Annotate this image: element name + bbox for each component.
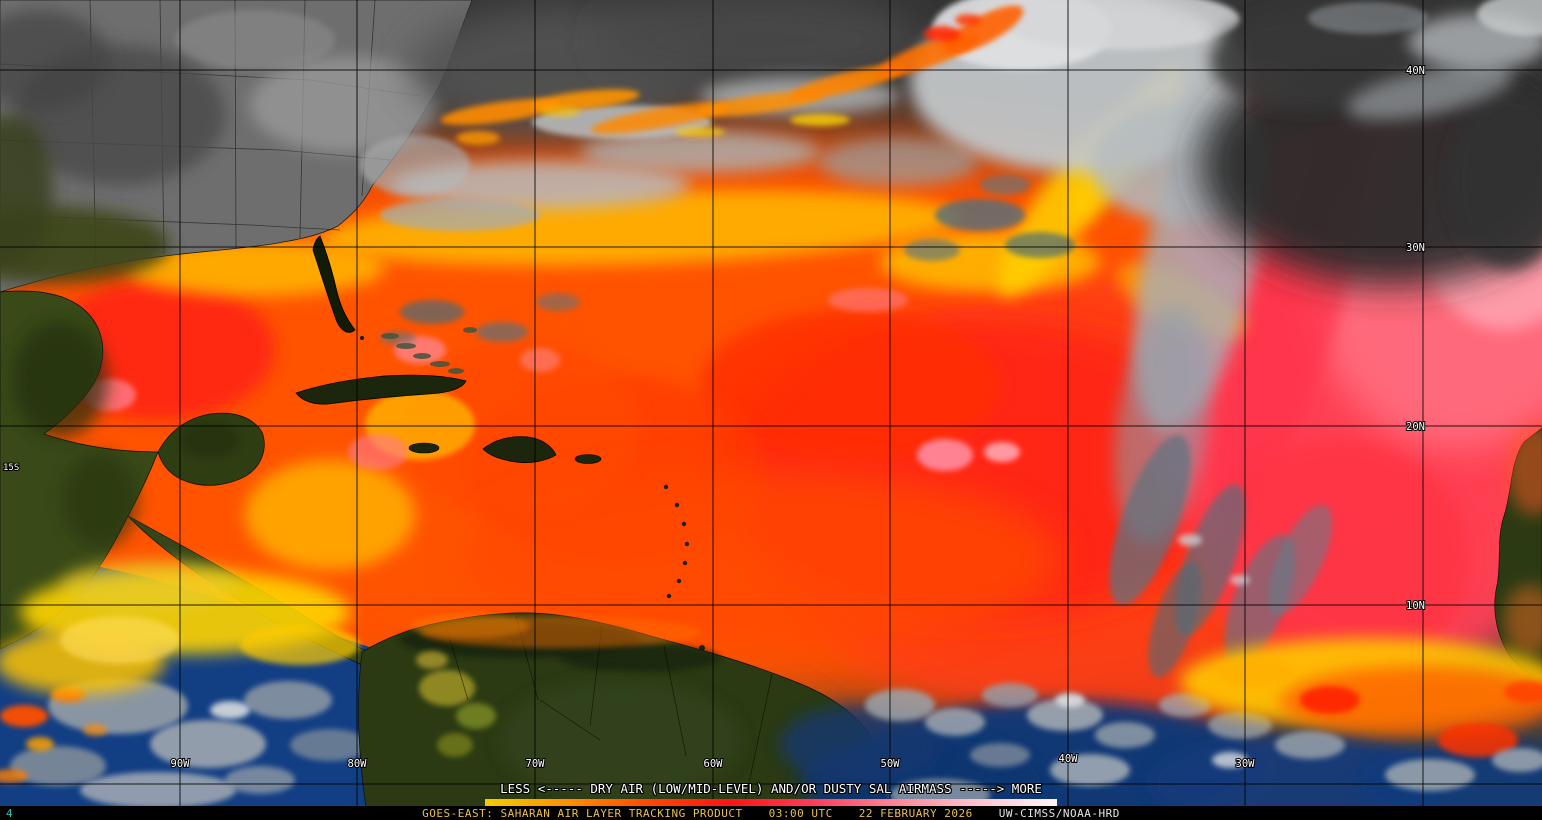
- legend: LESS <----- DRY AIR (LOW/MID-LEVEL) AND/…: [0, 778, 1542, 809]
- bahamas: [381, 327, 477, 374]
- north-america-landmass: [0, 0, 473, 340]
- grid-label-40w: 40W: [1059, 753, 1079, 765]
- grid-label-60w: 60W: [704, 758, 724, 770]
- upper-atlantic-clouds: [380, 0, 1542, 544]
- legend-gradient-bar: [485, 799, 1057, 809]
- grid-label-10n: 10N: [1406, 600, 1425, 612]
- puerto-rico-island: [574, 454, 602, 464]
- footer-credit: UW-CIMSS/NOAA-HRD: [998, 806, 1120, 820]
- country-borders: [445, 615, 773, 807]
- footer-time: 03:00 UTC: [768, 806, 833, 820]
- florida-peninsula: [312, 235, 356, 333]
- grid-label-70w: 70W: [526, 758, 546, 770]
- jamaica-island: [408, 442, 440, 454]
- itcz-clouds: [780, 434, 1542, 807]
- corner-mark: 4: [6, 807, 14, 820]
- legend-caption: LESS <----- DRY AIR (LOW/MID-LEVEL) AND/…: [500, 781, 1042, 796]
- lesser-antilles: [663, 484, 690, 599]
- hispaniola-island: [482, 436, 557, 463]
- cuba-island: [295, 374, 467, 405]
- grid-labels: 40N 30N 20N 10N 90W 80W 70W 60W 50W 40W …: [2, 64, 1426, 771]
- footer-bar: 4 GOES-EAST: SAHARAN AIR LAYER TRACKING …: [0, 806, 1542, 820]
- grid-label-80w: 80W: [348, 758, 368, 770]
- pacific-dust-plume: [0, 560, 360, 694]
- grid-label-30w: 30W: [1236, 758, 1256, 770]
- grid-label-50w: 50W: [881, 758, 901, 770]
- grid-label-90w: 90W: [171, 758, 191, 770]
- footer-date: 22 FEBRUARY 2026: [858, 806, 973, 820]
- grid-label-30n: 30N: [1406, 242, 1425, 254]
- footer-product-label: GOES-EAST: SAHARAN AIR LAYER TRACKING PR…: [422, 806, 743, 820]
- caribbean-islands: [295, 293, 690, 599]
- trinidad-island: [699, 645, 705, 651]
- grid-label-20n: 20N: [1406, 421, 1425, 433]
- left-edge-label: 15S: [3, 463, 19, 473]
- south-america-landmass: [358, 612, 887, 807]
- grid-label-40n: 40N: [1406, 65, 1425, 77]
